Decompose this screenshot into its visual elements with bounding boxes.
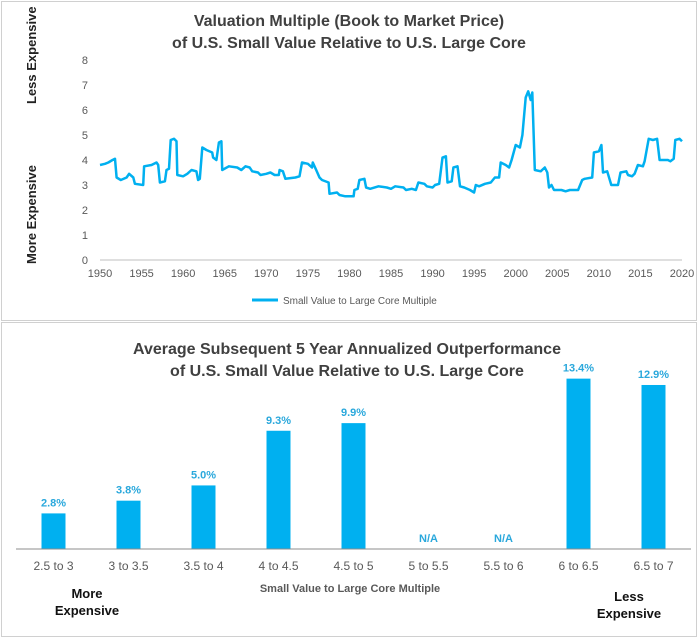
bar-6-to-6.5 [566,378,591,549]
more-expensive-line1: More [71,586,103,601]
x-tick-label: 2020 [670,268,694,280]
bar-2.5-to-3 [41,513,66,549]
chart-title-line-2: of U.S. Small Value Relative to U.S. Lar… [170,363,524,380]
y-tick-label: 0 [82,255,88,267]
valuation-line-chart: Valuation Multiple (Book to Market Price… [82,13,694,307]
data-label: 3.8% [116,485,141,497]
data-label-na: N/A [419,533,438,545]
x-tick-label: 1975 [296,268,320,280]
data-label: 13.4% [563,363,594,375]
category-label: 5.5 to 6 [483,559,523,573]
chart-title-line-1: Valuation Multiple (Book to Market Price… [194,13,504,30]
x-tick-label: 2000 [503,268,527,280]
bar-3.5-to-4 [191,485,216,549]
less-expensive-side-label: Less Expensive [24,6,39,104]
chart-title-line-2: of U.S. Small Value Relative to U.S. Lar… [172,35,526,52]
more-expensive-line2: Expensive [54,603,120,618]
category-label: 6 to 6.5 [558,559,598,573]
y-tick-label: 2 [82,205,88,217]
y-tick-label: 8 [82,55,88,67]
more-expensive-side-label: More Expensive [24,165,39,264]
data-label: 9.9% [341,407,366,419]
data-label: 9.3% [266,415,291,427]
legend-label: Small Value to Large Core Multiple [283,296,437,307]
bar-3-to-3.5 [116,500,141,549]
category-label: 2.5 to 3 [33,559,73,573]
x-tick-label: 1965 [212,268,236,280]
category-label: 3.5 to 4 [183,559,223,573]
less-expensive-corner-label: Less Expensive [584,588,674,622]
data-label-na: N/A [494,533,513,545]
y-tick-label: 3 [82,180,88,192]
less-expensive-line2: Expensive [596,606,662,621]
more-expensive-corner-label: More Expensive [42,585,132,619]
x-tick-label: 1985 [379,268,403,280]
outperformance-panel: Average Subsequent 5 Year Annualized Out… [1,322,697,637]
y-tick-label: 7 [82,80,88,92]
y-tick-label: 5 [82,130,88,142]
series-line-small-value-multiple [99,90,683,198]
category-label: 3 to 3.5 [108,559,148,573]
x-tick-label: 2015 [628,268,652,280]
x-tick-label: 2010 [587,268,611,280]
x-tick-label: 1955 [129,268,153,280]
x-axis-title: Small Value to Large Core Multiple [260,583,440,595]
category-label: 4.5 to 5 [333,559,373,573]
valuation-multiple-panel: Valuation Multiple (Book to Market Price… [1,1,697,321]
outperformance-bar-chart: Average Subsequent 5 Year Annualized Out… [16,341,691,595]
x-tick-label: 1970 [254,268,278,280]
y-tick-label: 4 [82,155,88,167]
bar-6.5-to-7 [641,384,666,549]
data-label: 2.8% [41,497,66,509]
x-tick-label: 1950 [88,268,112,280]
category-label: 4 to 4.5 [258,559,298,573]
bar-4-to-4.5 [266,430,291,549]
y-tick-label: 1 [82,230,88,242]
y-tick-label: 6 [82,105,88,117]
x-tick-label: 2005 [545,268,569,280]
x-tick-label: 1980 [337,268,361,280]
less-expensive-line1: Less [614,589,644,604]
x-tick-label: 1990 [420,268,444,280]
x-tick-label: 1995 [462,268,486,280]
category-label: 6.5 to 7 [633,559,673,573]
x-tick-label: 1960 [171,268,195,280]
data-label: 12.9% [638,369,669,381]
chart-title-line-1: Average Subsequent 5 Year Annualized Out… [133,341,561,358]
bar-4.5-to-5 [341,423,366,549]
category-label: 5 to 5.5 [408,559,448,573]
data-label: 5.0% [191,469,216,481]
